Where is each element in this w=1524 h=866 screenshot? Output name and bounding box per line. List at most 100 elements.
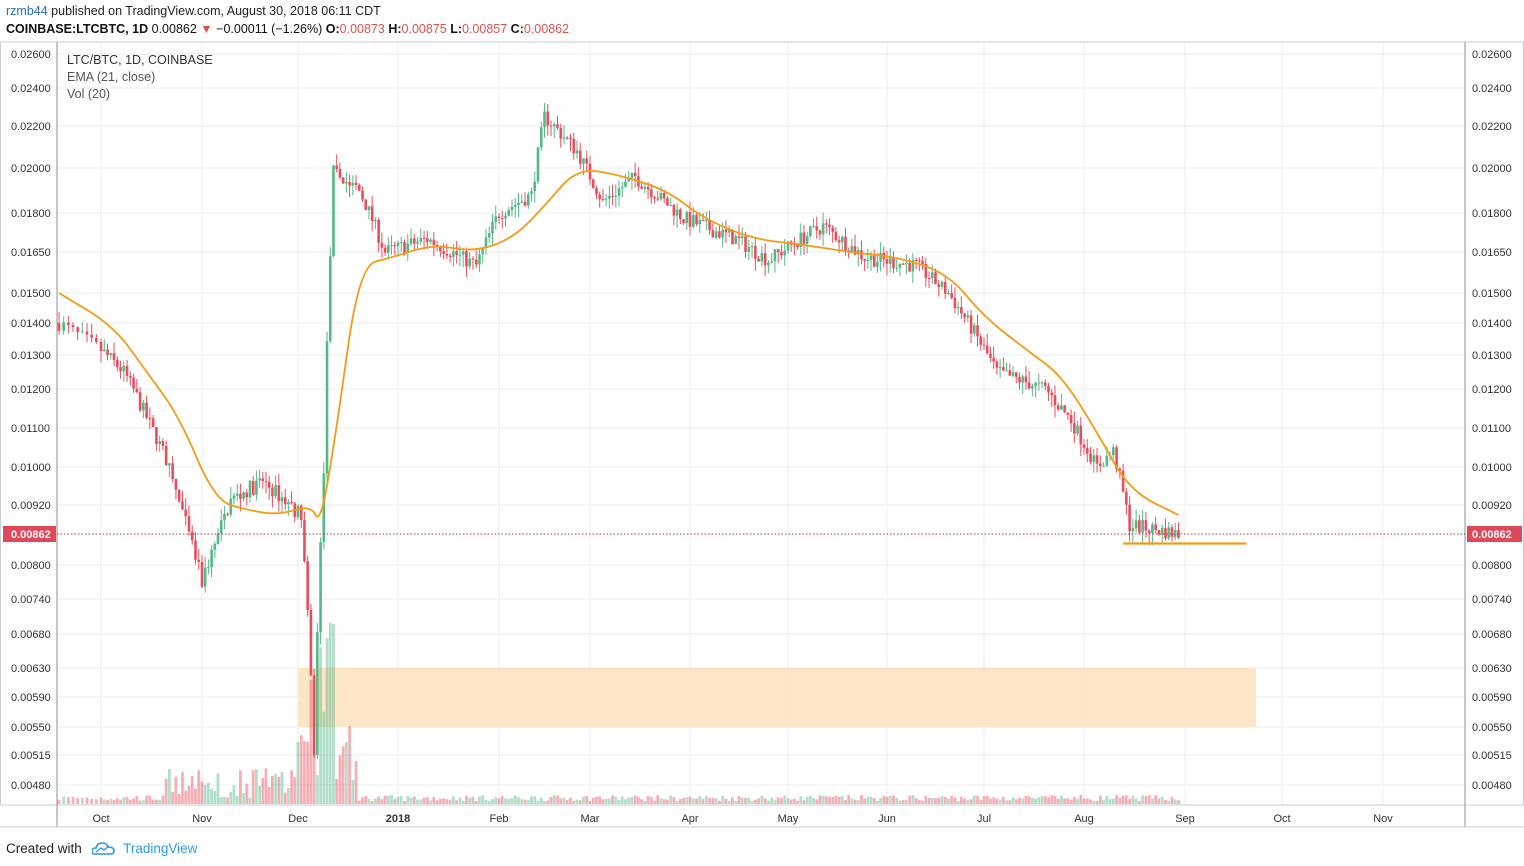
candle-body — [364, 199, 368, 210]
candle-body — [705, 219, 708, 221]
candle-body — [985, 345, 989, 354]
volume-bar — [296, 742, 300, 804]
volume-bar — [624, 799, 627, 804]
volume-bar — [145, 795, 149, 804]
y-tick-label-left: 0.02400 — [11, 83, 51, 95]
volume-bar — [776, 797, 780, 804]
volume-bar — [520, 799, 524, 804]
volume-bar — [1131, 795, 1135, 804]
candle-body — [426, 238, 429, 242]
volume-bar — [546, 800, 550, 804]
candle-body — [390, 245, 393, 247]
candle-body — [572, 138, 576, 154]
volume-bar — [1098, 795, 1102, 804]
candle-body — [1144, 520, 1148, 531]
candle-body — [1079, 425, 1083, 445]
candle-body — [95, 337, 98, 342]
volume-bar — [992, 797, 996, 804]
candle-body — [125, 365, 129, 376]
volume-bar — [219, 797, 223, 804]
candle-body — [465, 251, 468, 267]
candle-body — [332, 165, 335, 256]
candle-body — [264, 481, 268, 483]
volume-bar — [972, 795, 976, 804]
candle-body — [860, 250, 863, 260]
candle-body — [840, 236, 844, 243]
close-label: C: — [510, 22, 524, 36]
low-value: 0.00857 — [462, 22, 508, 36]
candle-body — [76, 327, 79, 332]
candle-body — [67, 322, 70, 326]
volume-bar — [122, 797, 126, 804]
volume-bar — [367, 799, 371, 804]
volume-bar — [688, 796, 692, 804]
candle-body — [71, 325, 75, 328]
volume-bar — [76, 798, 80, 804]
y-tick-label-left: 0.00800 — [11, 560, 51, 572]
candle-body — [419, 237, 423, 242]
volume-bar — [731, 797, 734, 804]
candle-body — [866, 259, 870, 262]
candle-body — [578, 150, 582, 164]
volume-bar — [1005, 800, 1008, 804]
volume-bar — [569, 797, 572, 804]
volume-bar — [578, 800, 582, 804]
candle-body — [1008, 370, 1012, 376]
legend-symbol: LTC/BTC, 1D, COINBASE — [67, 53, 213, 67]
volume-bar — [184, 790, 188, 804]
volume-bar — [979, 799, 983, 804]
volume-bar — [277, 776, 281, 804]
candle-body — [129, 375, 132, 378]
volume-bar — [112, 800, 116, 804]
candle-body — [1076, 425, 1079, 434]
candle-body — [442, 251, 445, 254]
volume-bar — [299, 735, 303, 804]
candle-body — [1053, 395, 1057, 406]
volume-bar — [151, 799, 155, 804]
volume-bar — [1047, 797, 1050, 804]
volume-bar — [57, 799, 61, 804]
candle-body — [627, 177, 631, 182]
candle-body — [283, 497, 287, 505]
y-tick-label-right: 0.01000 — [1472, 462, 1512, 474]
volume-bar — [158, 799, 162, 804]
volume-bar — [1030, 797, 1034, 804]
volume-bar — [908, 795, 912, 804]
tradingview-link[interactable]: TradingView — [123, 841, 198, 856]
author-link[interactable]: rzmb44 — [6, 4, 48, 18]
candle-body — [500, 217, 504, 219]
candle-body — [1147, 530, 1151, 534]
candle-body — [649, 189, 653, 198]
volume-bar — [290, 770, 293, 804]
candle-body — [481, 247, 485, 255]
volume-bar — [808, 795, 812, 804]
candle-body — [834, 231, 838, 241]
y-tick-label-left: 0.00515 — [11, 750, 51, 762]
candle-body — [908, 263, 911, 272]
candle-body — [432, 239, 436, 246]
volume-bar — [595, 797, 598, 804]
candle-body — [207, 567, 210, 569]
volume-bar — [953, 797, 957, 804]
volume-bar — [850, 798, 854, 804]
candle-body — [780, 252, 783, 256]
legend-ema: EMA (21, close) — [67, 70, 156, 84]
volume-bars — [57, 622, 1180, 804]
volume-bar — [950, 796, 954, 804]
candle-body — [979, 336, 983, 345]
volume-bar — [287, 787, 290, 804]
footer: Created with TradingView — [6, 841, 197, 856]
volume-bar — [271, 775, 274, 804]
volume-bar — [119, 799, 122, 804]
volume-bar — [274, 774, 277, 804]
volume-bar — [767, 800, 770, 804]
volume-bar — [940, 796, 944, 804]
candle-body — [161, 441, 165, 446]
candle-body — [812, 226, 815, 228]
volume-bar — [364, 795, 368, 804]
candle-body — [611, 196, 614, 198]
volume-bar — [753, 799, 757, 804]
volume-bar — [85, 797, 89, 804]
candle-body — [448, 255, 452, 258]
